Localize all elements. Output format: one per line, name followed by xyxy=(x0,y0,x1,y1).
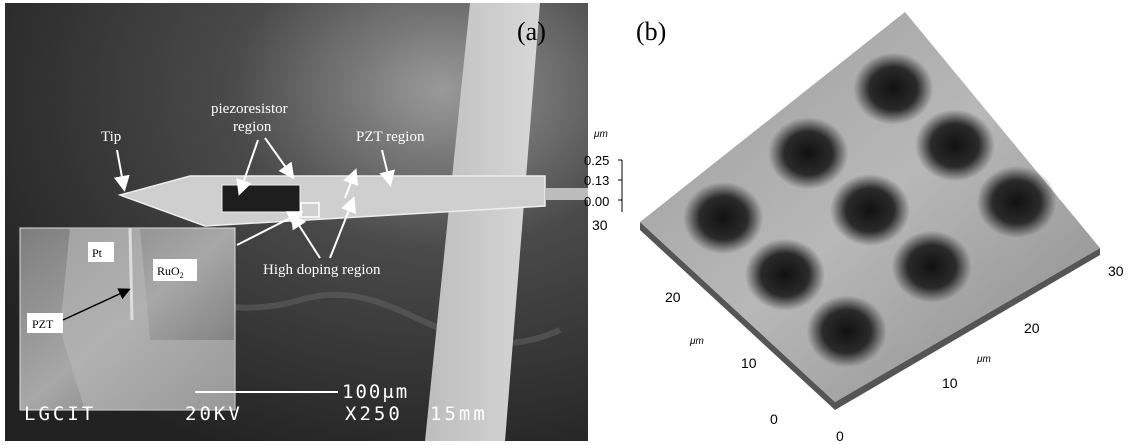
page: (a) Tip piezoresistor region PZT region … xyxy=(0,0,1136,445)
piezo-window xyxy=(222,185,300,212)
surface-pit xyxy=(853,53,933,125)
inset-label: Pt xyxy=(92,246,103,260)
surface-pit xyxy=(892,231,972,303)
inset-label-sub: 2 xyxy=(180,271,184,280)
axis-tick-label: 10 xyxy=(942,375,958,391)
surface-pit xyxy=(807,295,887,367)
z-tick-label: 0.25 xyxy=(584,153,609,168)
surface-pit xyxy=(683,182,763,254)
axis-tick-label: 20 xyxy=(1024,320,1040,336)
panel-a: (a) Tip piezoresistor region PZT region … xyxy=(5,3,588,441)
axis-tick-label: 0 xyxy=(836,428,844,444)
scale-label: 100μm xyxy=(342,381,409,403)
axis-unit: μm xyxy=(689,336,704,347)
inset-label-main: RuO xyxy=(157,264,180,278)
axis-unit: μm xyxy=(976,354,991,365)
axis-tick-label: 30 xyxy=(592,217,608,233)
footer-text: 20KV xyxy=(185,403,243,425)
annotation: region xyxy=(233,119,272,135)
surface-pit xyxy=(830,174,910,246)
annotation: Tip xyxy=(101,129,121,145)
inset-label: PZT xyxy=(32,317,54,331)
z-tick-label: 0.13 xyxy=(584,173,609,188)
footer-text: LGCIT xyxy=(24,403,96,425)
surface-pit xyxy=(977,166,1057,238)
axis-tick-label: 0 xyxy=(770,411,778,427)
axis-unit: μm xyxy=(593,129,608,140)
inset: Pt RuO2 PZT xyxy=(20,228,235,410)
panel-b: (b) μm 0.25 0.13 0.00 30 20 10 0 μm 0 10… xyxy=(584,12,1124,444)
axis-tick-label: 10 xyxy=(741,355,757,371)
footer-text: X250 xyxy=(345,403,403,425)
inset-label: RuO2 xyxy=(157,264,184,280)
figure: (a) Tip piezoresistor region PZT region … xyxy=(0,0,1136,445)
axis-tick-label: 30 xyxy=(1108,263,1124,279)
surface-pit xyxy=(915,109,995,181)
panel-label: (a) xyxy=(517,17,546,46)
annotation: High doping region xyxy=(263,262,381,278)
z-tick-label: 0.00 xyxy=(584,194,609,209)
surface-pit xyxy=(745,239,825,311)
footer-text: 15mm xyxy=(430,403,488,425)
panel-label: (b) xyxy=(636,17,666,46)
annotation: PZT region xyxy=(356,129,425,145)
cantilever-neck xyxy=(545,188,588,200)
inset-edge xyxy=(130,228,132,320)
surface-pit xyxy=(768,117,848,189)
axis-tick-label: 20 xyxy=(665,289,681,305)
annotation: piezoresistor xyxy=(211,101,288,117)
